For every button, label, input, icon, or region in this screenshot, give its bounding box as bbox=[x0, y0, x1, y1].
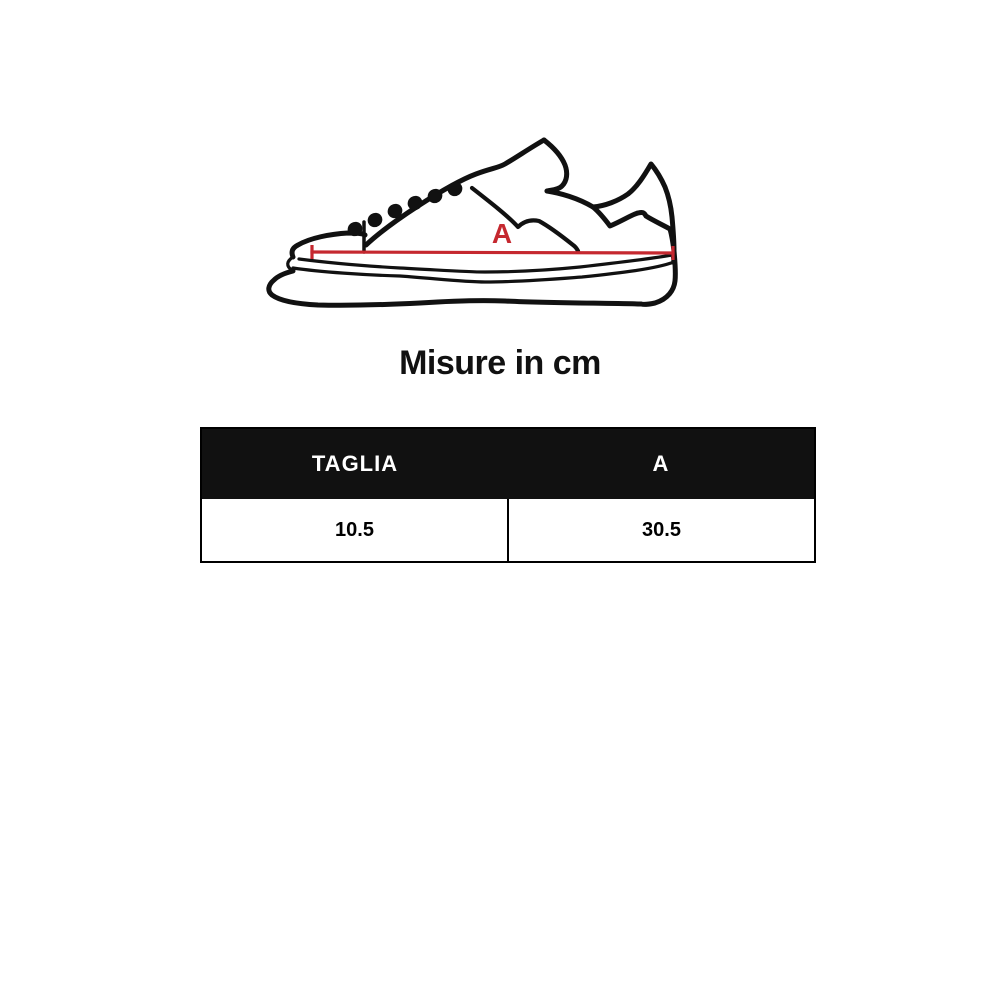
svg-text:A: A bbox=[492, 218, 512, 249]
